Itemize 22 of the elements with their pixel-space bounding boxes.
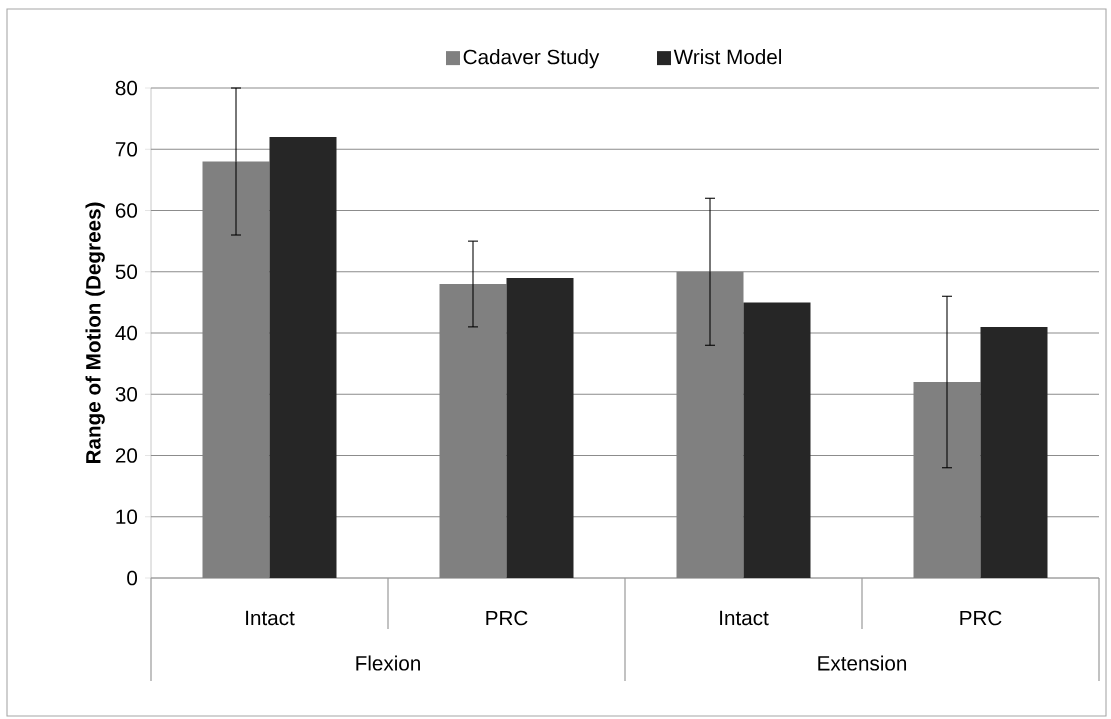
y-tick-label: 30 xyxy=(115,386,138,402)
x-tick-label: PRC xyxy=(960,610,1002,626)
bar xyxy=(743,302,811,578)
y-tick-label: 70 xyxy=(115,141,138,157)
y-tick-label: 0 xyxy=(127,570,138,586)
legend-label: Cadaver Study xyxy=(463,49,600,69)
bar xyxy=(269,137,337,578)
bar xyxy=(980,326,1048,578)
x-tick-label: PRC xyxy=(486,610,528,626)
y-tick-label: 50 xyxy=(115,264,138,280)
y-tick-label: 60 xyxy=(115,203,138,218)
y-axis-title: Range of Motion (Degrees) xyxy=(85,202,105,464)
y-tick-label: 80 xyxy=(115,80,138,96)
y-tick-label: 10 xyxy=(116,509,138,525)
text: Flexion xyxy=(356,655,420,671)
y-tick-label: 40 xyxy=(115,325,138,341)
x-tick-label: Intact xyxy=(720,610,769,626)
y-tick-label: 20 xyxy=(115,448,138,463)
bar xyxy=(506,277,574,578)
x-tick-label: Intact xyxy=(246,610,295,626)
text: Extension xyxy=(818,655,907,671)
legend-label: Wrist Model xyxy=(673,49,781,65)
